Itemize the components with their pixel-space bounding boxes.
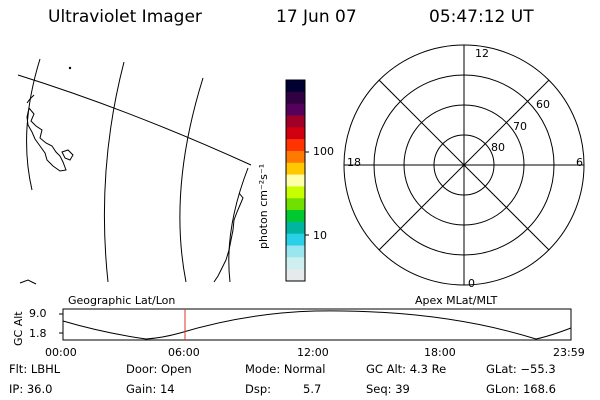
coastline (26, 106, 67, 172)
color-scale-segment (286, 103, 305, 117)
coastline (26, 94, 35, 104)
date-label: 17 Jun 07 (276, 7, 357, 27)
gain-status: Gain: 14 (126, 382, 175, 396)
door-status: Door: Open (126, 362, 192, 376)
coastline (61, 149, 74, 161)
altitude-xtick-label: 23:59 (553, 346, 585, 359)
color-scale-segment (286, 150, 305, 164)
altitude-xtick-label: 18:00 (424, 346, 456, 359)
coastline (213, 192, 244, 283)
color-scale-segment (286, 233, 305, 247)
map-gridline (26, 58, 41, 191)
mlat-label-70: 70 (513, 120, 527, 133)
map-gridline (103, 61, 125, 283)
dsp-value: 5.7 (303, 382, 322, 396)
mlt-label-left: 18 (347, 156, 361, 169)
color-scale-segment (286, 162, 305, 176)
altitude-xtick-label: 00:00 (45, 346, 77, 359)
color-scale-frame (285, 79, 306, 282)
map-caption: Geographic Lat/Lon (68, 294, 176, 307)
altitude-curve (62, 310, 572, 340)
coastline (19, 279, 37, 285)
filter-status: Flt: LBHL (9, 362, 61, 376)
color-scale-bar (286, 80, 305, 282)
mlt-label-right: 6 (576, 156, 583, 169)
mlt-label-bottom: 0 (468, 277, 475, 290)
seq-status: Seq: 39 (366, 382, 410, 396)
color-scale-segment (286, 127, 305, 140)
color-scale-segment (286, 91, 305, 105)
instrument-title: Ultraviolet Imager (48, 7, 202, 27)
colorbar-unit-label: photon cm⁻²s⁻¹ (257, 163, 270, 249)
polar-diagonal (378, 79, 550, 251)
glat-status: GLat: −55.3 (486, 362, 556, 376)
altitude-plot-frame (62, 308, 572, 341)
map-gridline (17, 74, 252, 166)
glon-status: GLon: 168.6 (486, 382, 556, 396)
map-marker (68, 66, 72, 70)
color-scale-segment (286, 174, 305, 188)
altitude-ytick-label: 1.8 (29, 327, 47, 340)
polar-caption: Apex MLat/MLT (415, 294, 498, 307)
dsp-label: Dsp: (245, 382, 272, 396)
altitude-xtick-label: 06:00 (168, 346, 200, 359)
map-gridline (179, 77, 204, 283)
map-gridline (228, 167, 249, 283)
mlat-label-80: 80 (491, 141, 505, 154)
color-scale-segment (286, 186, 305, 199)
colorbar-tick-label: 100 (313, 145, 334, 158)
ip-status: IP: 36.0 (9, 382, 53, 396)
altitude-xtick-label: 12:00 (297, 346, 329, 359)
altitude-ytick-label: 9.0 (29, 307, 47, 320)
mlat-label-60: 60 (536, 98, 550, 111)
altitude-plot (59, 308, 572, 341)
color-scale-segment (286, 210, 305, 223)
color-scale-segment (286, 245, 305, 258)
color-scale-segment (286, 80, 305, 93)
mlt-label-top: 12 (475, 47, 489, 60)
color-scale-segment (286, 221, 305, 235)
color-scale-segment (286, 139, 305, 152)
altitude-ylabel: GC Alt (12, 311, 25, 346)
time-label: 05:47:12 UT (429, 7, 534, 27)
color-scale-segment (286, 269, 305, 282)
geographic-map (17, 58, 252, 285)
colorbar-tick-label: 10 (313, 229, 327, 242)
polar-plot (343, 44, 585, 286)
mode-status: Mode: Normal (245, 362, 326, 376)
color-scale-segment (286, 257, 305, 270)
color-scale-segment (286, 198, 305, 211)
color-scale-segment (286, 115, 305, 128)
gc-alt-status: GC Alt: 4.3 Re (366, 362, 447, 376)
